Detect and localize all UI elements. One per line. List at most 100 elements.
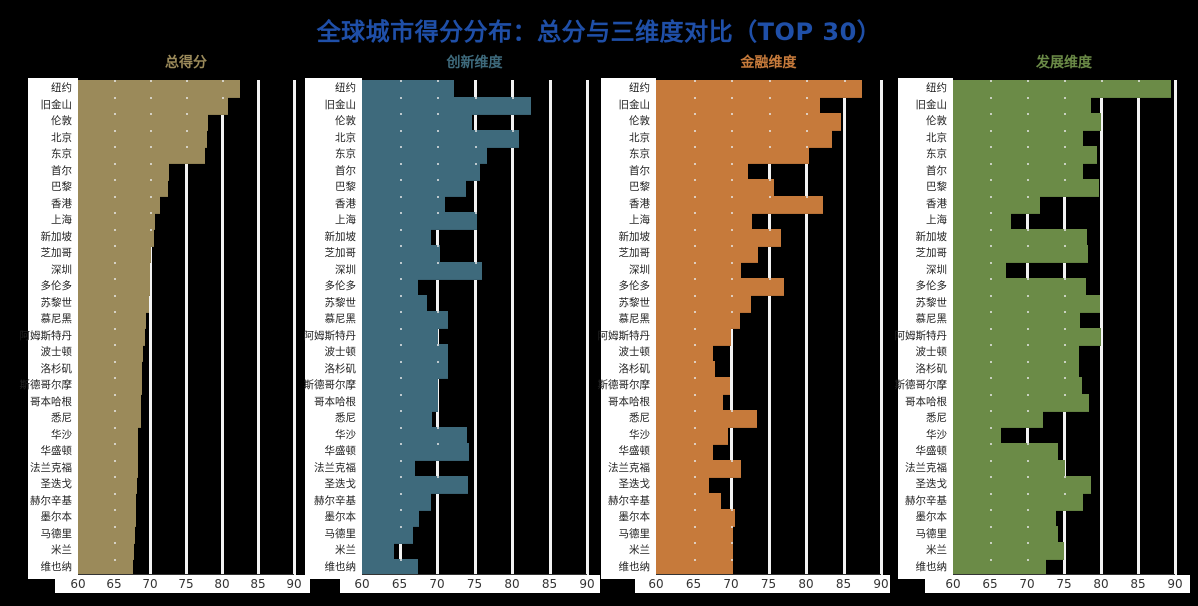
bar[interactable] <box>656 80 863 98</box>
bar[interactable] <box>78 542 135 560</box>
bar[interactable] <box>953 542 1064 560</box>
bar[interactable] <box>78 212 156 230</box>
bar[interactable] <box>656 393 723 412</box>
bar[interactable] <box>78 509 136 527</box>
bar[interactable] <box>953 327 1101 346</box>
bar[interactable] <box>362 344 449 362</box>
bar[interactable] <box>78 360 143 379</box>
bar[interactable] <box>362 542 395 560</box>
bar[interactable] <box>78 410 141 428</box>
bar[interactable] <box>362 113 473 131</box>
bar[interactable] <box>78 459 138 478</box>
bar[interactable] <box>362 360 448 379</box>
bar[interactable] <box>362 393 438 412</box>
bar[interactable] <box>953 245 1088 263</box>
bar[interactable] <box>953 96 1092 115</box>
bar[interactable] <box>362 195 446 214</box>
bar[interactable] <box>362 162 480 181</box>
bar[interactable] <box>362 261 482 280</box>
bar[interactable] <box>656 278 784 296</box>
bar[interactable] <box>953 179 1099 197</box>
bar[interactable] <box>953 113 1101 131</box>
bar[interactable] <box>78 162 169 181</box>
bar[interactable] <box>362 443 470 461</box>
bar[interactable] <box>656 228 782 247</box>
bar[interactable] <box>953 228 1087 247</box>
bar[interactable] <box>362 96 531 115</box>
bar[interactable] <box>656 294 752 313</box>
bar[interactable] <box>953 393 1090 412</box>
bar[interactable] <box>78 228 154 247</box>
bar[interactable] <box>362 146 487 164</box>
bar[interactable] <box>362 476 468 494</box>
bar[interactable] <box>953 377 1082 395</box>
bar[interactable] <box>656 443 713 461</box>
bar[interactable] <box>78 344 143 362</box>
bar[interactable] <box>362 311 448 329</box>
bar[interactable] <box>656 327 731 346</box>
bar[interactable] <box>78 195 161 214</box>
bar[interactable] <box>953 195 1041 214</box>
bar[interactable] <box>953 212 1012 230</box>
bar[interactable] <box>362 509 419 527</box>
bar[interactable] <box>362 179 466 197</box>
bar[interactable] <box>656 542 734 560</box>
bar[interactable] <box>656 96 820 115</box>
bar[interactable] <box>953 129 1084 148</box>
bar[interactable] <box>78 80 240 98</box>
bar[interactable] <box>656 459 741 478</box>
bar[interactable] <box>362 278 418 296</box>
bar[interactable] <box>78 261 150 280</box>
bar[interactable] <box>953 443 1059 461</box>
bar[interactable] <box>953 426 1002 445</box>
bar[interactable] <box>78 393 142 412</box>
bar[interactable] <box>78 96 228 115</box>
bar[interactable] <box>953 294 1100 313</box>
bar[interactable] <box>656 162 748 181</box>
bar[interactable] <box>78 443 138 461</box>
bar[interactable] <box>78 294 150 313</box>
bar[interactable] <box>78 179 168 197</box>
bar[interactable] <box>953 509 1056 527</box>
bar[interactable] <box>656 245 758 263</box>
bar[interactable] <box>953 525 1059 544</box>
bar[interactable] <box>656 195 824 214</box>
bar[interactable] <box>656 492 722 511</box>
bar[interactable] <box>953 162 1083 181</box>
bar[interactable] <box>78 129 207 148</box>
bar[interactable] <box>656 426 728 445</box>
bar[interactable] <box>953 492 1084 511</box>
bar[interactable] <box>78 327 145 346</box>
bar[interactable] <box>362 294 427 313</box>
bar[interactable] <box>953 146 1097 164</box>
bar[interactable] <box>953 80 1172 98</box>
bar[interactable] <box>362 228 431 247</box>
bar[interactable] <box>656 113 841 131</box>
bar[interactable] <box>656 410 758 428</box>
bar[interactable] <box>362 459 415 478</box>
bar[interactable] <box>78 278 150 296</box>
bar[interactable] <box>656 525 734 544</box>
bar[interactable] <box>78 426 139 445</box>
bar[interactable] <box>953 360 1079 379</box>
bar[interactable] <box>362 426 467 445</box>
bar[interactable] <box>953 459 1065 478</box>
bar[interactable] <box>953 311 1080 329</box>
bar[interactable] <box>362 129 519 148</box>
bar[interactable] <box>78 377 143 395</box>
bar[interactable] <box>362 245 440 263</box>
bar[interactable] <box>656 509 735 527</box>
bar[interactable] <box>656 212 752 230</box>
bar[interactable] <box>78 113 208 131</box>
bar[interactable] <box>953 278 1087 296</box>
bar[interactable] <box>78 476 138 494</box>
bar[interactable] <box>656 476 710 494</box>
bar[interactable] <box>78 492 137 511</box>
bar[interactable] <box>953 344 1079 362</box>
bar[interactable] <box>78 311 146 329</box>
bar[interactable] <box>362 80 455 98</box>
bar[interactable] <box>78 146 205 164</box>
bar[interactable] <box>656 311 740 329</box>
bar[interactable] <box>656 129 832 148</box>
bar[interactable] <box>362 212 477 230</box>
